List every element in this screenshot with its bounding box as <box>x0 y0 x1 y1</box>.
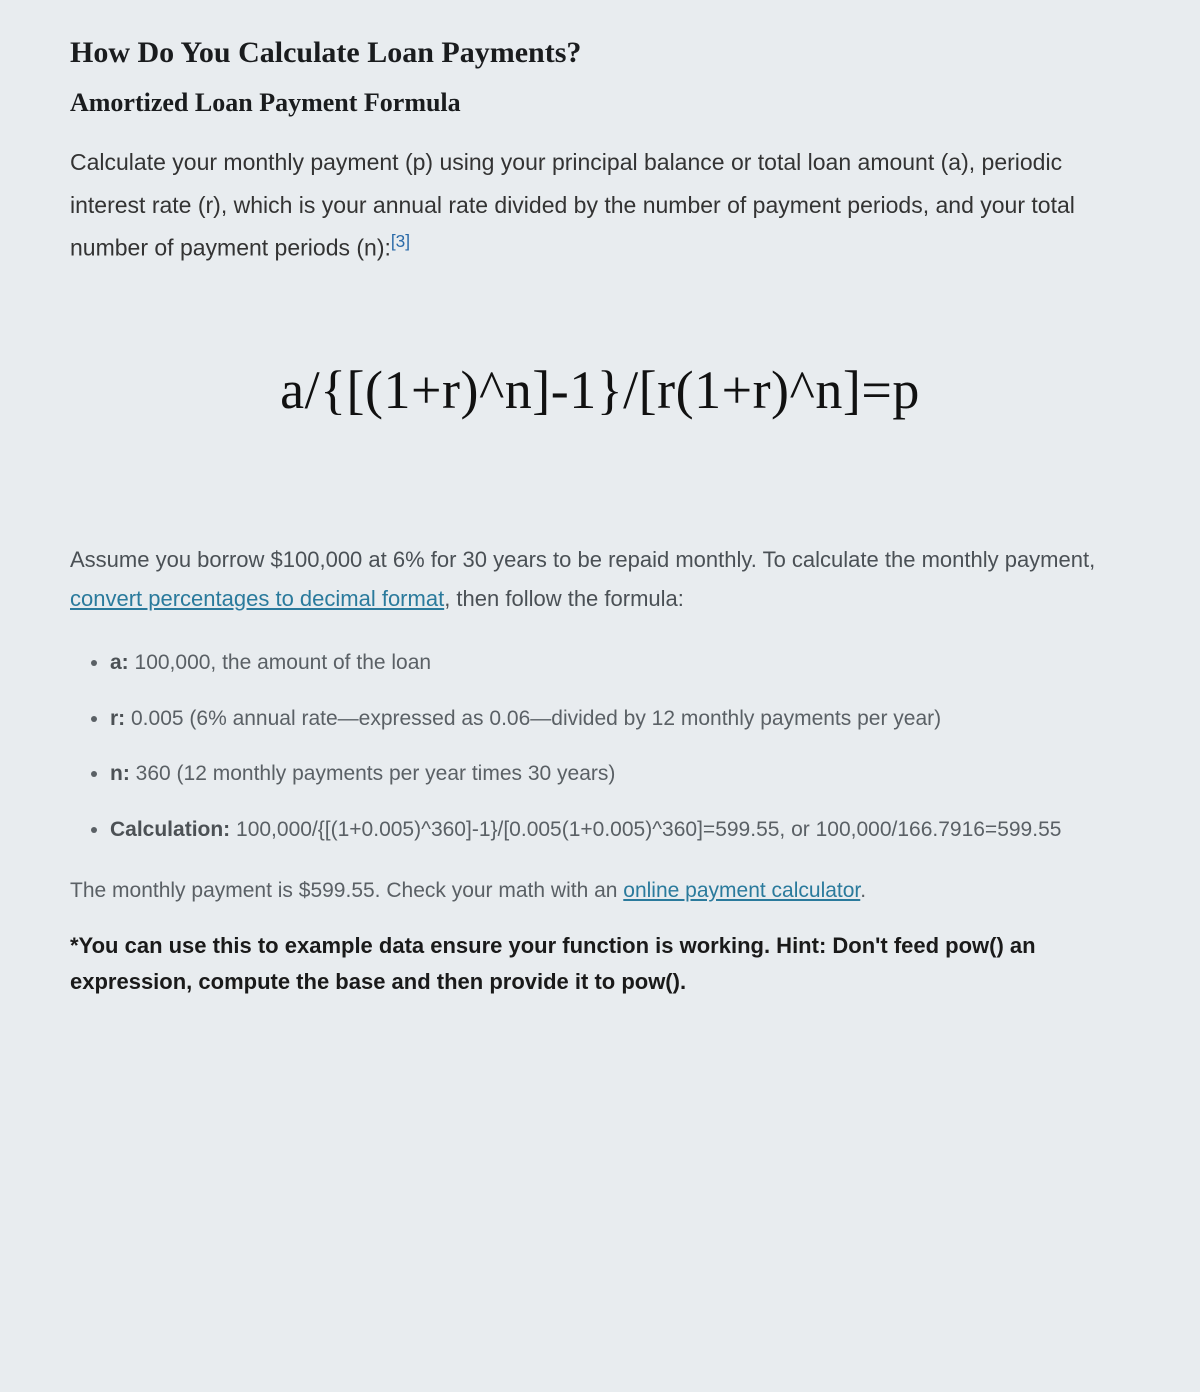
hint-note: *You can use this to example data ensure… <box>70 928 1130 998</box>
var-text-calc: 100,000/{[(1+0.005)^360]-1}/[0.005(1+0.0… <box>230 818 1061 841</box>
var-label-calc: Calculation: <box>110 818 230 841</box>
result-paragraph: The monthly payment is $599.55. Check yo… <box>70 873 1130 909</box>
document-page: How Do You Calculate Loan Payments? Amor… <box>0 0 1200 1061</box>
online-calculator-link[interactable]: online payment calculator <box>623 879 860 902</box>
result-before: The monthly payment is $599.55. Check yo… <box>70 879 623 902</box>
var-text-r: 0.005 (6% annual rate—expressed as 0.06—… <box>125 707 941 730</box>
variable-list: a: 100,000, the amount of the loan r: 0.… <box>70 646 1130 846</box>
intro-paragraph: Calculate your monthly payment (p) using… <box>70 141 1130 269</box>
intro-text: Calculate your monthly payment (p) using… <box>70 149 1075 261</box>
page-heading: How Do You Calculate Loan Payments? <box>70 36 1130 70</box>
var-text-n: 360 (12 monthly payments per year times … <box>130 762 616 785</box>
example-lead-before: Assume you borrow $100,000 at 6% for 30 … <box>70 547 1095 572</box>
list-item: r: 0.005 (6% annual rate—expressed as 0.… <box>110 702 1130 736</box>
formula-block: a/{[(1+r)^n]-1}/[r(1+r)^n]=p <box>70 359 1130 421</box>
var-label-n: n: <box>110 762 130 785</box>
result-after: . <box>860 879 866 902</box>
formula-text: a/{[(1+r)^n]-1}/[r(1+r)^n]=p <box>280 360 920 420</box>
var-label-r: r: <box>110 707 125 730</box>
example-intro: Assume you borrow $100,000 at 6% for 30 … <box>70 541 1130 618</box>
list-item: Calculation: 100,000/{[(1+0.005)^360]-1}… <box>110 813 1130 847</box>
example-lead-after: , then follow the formula: <box>444 586 684 611</box>
citation-ref[interactable]: [3] <box>391 231 410 251</box>
var-label-a: a: <box>110 651 129 674</box>
convert-percentages-link[interactable]: convert percentages to decimal format <box>70 586 444 611</box>
list-item: n: 360 (12 monthly payments per year tim… <box>110 757 1130 791</box>
list-item: a: 100,000, the amount of the loan <box>110 646 1130 680</box>
var-text-a: 100,000, the amount of the loan <box>129 651 431 674</box>
section-subheading: Amortized Loan Payment Formula <box>70 88 1130 118</box>
